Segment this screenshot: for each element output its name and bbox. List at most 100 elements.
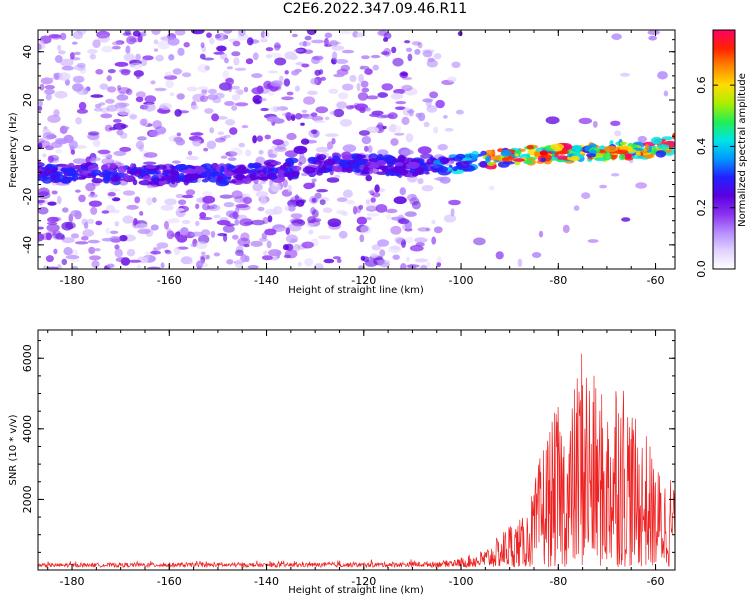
heatmap-noise-cell: [252, 182, 263, 192]
heatmap-noise-cell: [223, 30, 233, 34]
heatmap-noise-cell: [231, 190, 243, 200]
heatmap-signal-cell: [45, 168, 51, 176]
heatmap-noise-cell: [68, 140, 78, 150]
heatmap-signal-cell: [429, 155, 434, 161]
snr-y-axis-label: SNR (10 * v/v): [8, 414, 19, 485]
heatmap-noise-cell: [235, 203, 249, 208]
heatmap-noise-cell: [237, 205, 251, 211]
heatmap-noise-cell: [223, 134, 231, 138]
spectrogram-x-axis-label: Height of straight line (km): [288, 285, 424, 296]
heatmap-noise-cell: [82, 87, 89, 95]
heatmap-noise-cell: [105, 227, 110, 235]
heatmap-noise-cell: [192, 93, 205, 103]
heatmap-noise-cell: [65, 221, 76, 230]
heatmap-noise-cell: [197, 86, 209, 90]
heatmap-noise-cell: [232, 234, 239, 240]
heatmap-noise-cell: [423, 121, 430, 128]
heatmap-noise-cell: [81, 236, 89, 241]
heatmap-noise-cell: [358, 130, 370, 136]
heatmap-noise-cell: [296, 199, 305, 207]
heatmap-signal-cell: [480, 150, 487, 156]
heatmap-noise-cell: [88, 246, 96, 255]
heatmap-noise-cell: [358, 265, 365, 269]
heatmap-noise-cell: [135, 140, 144, 150]
heatmap-noise-cell: [422, 50, 433, 58]
heatmap-noise-cell: [386, 213, 392, 220]
heatmap-noise-cell: [286, 91, 294, 96]
heatmap-noise-cell: [329, 111, 336, 115]
heatmap-noise-cell: [414, 48, 421, 55]
heatmap-noise-cell: [146, 197, 153, 206]
heatmap-noise-cell: [145, 228, 154, 237]
y-tick-label: -40: [21, 236, 34, 254]
heatmap-noise-cell: [190, 132, 204, 136]
heatmap-noise-cell: [324, 116, 330, 121]
heatmap-signal-cell: [226, 164, 236, 170]
y-tick-label: 2000: [21, 485, 34, 513]
heatmap-noise-cell: [265, 47, 274, 52]
heatmap-signal-cell: [179, 172, 185, 179]
heatmap-noise-cell: [124, 30, 131, 35]
heatmap-noise-cell: [106, 76, 111, 80]
heatmap-noise-cell: [303, 182, 314, 190]
heatmap-noise-cell: [99, 83, 109, 90]
spectrogram-frame: [37, 29, 676, 270]
heatmap-noise-cell: [140, 58, 147, 67]
heatmap-noise-cell: [176, 93, 185, 100]
heatmap-noise-cell: [431, 219, 436, 225]
heatmap-noise-cell: [204, 108, 214, 114]
heatmap-noise-cell: [267, 215, 273, 223]
heatmap-noise-cell: [517, 258, 523, 268]
heatmap-noise-cell: [431, 236, 437, 245]
heatmap-noise-cell: [153, 247, 161, 251]
heatmap-noise-cell: [304, 258, 314, 267]
heatmap-signal-cell: [358, 158, 367, 165]
heatmap-noise-cell: [358, 73, 364, 83]
heatmap-noise-cell: [145, 251, 150, 259]
heatmap-noise-cell: [44, 85, 55, 90]
heatmap-noise-cell: [151, 197, 157, 203]
heatmap-noise-cell: [209, 37, 215, 45]
heatmap-noise-cell: [70, 149, 76, 155]
heatmap-noise-cell: [332, 51, 338, 61]
heatmap-noise-cell: [388, 124, 402, 133]
heatmap-noise-cell: [301, 63, 310, 68]
heatmap-noise-cell: [85, 182, 96, 192]
heatmap-noise-cell: [298, 161, 303, 166]
heatmap-noise-cell: [379, 262, 390, 268]
heatmap-noise-cell: [365, 199, 371, 205]
heatmap-noise-cell: [663, 90, 669, 97]
heatmap-noise-cell: [379, 249, 386, 257]
heatmap-noise-cell: [488, 185, 495, 191]
x-tick-label: -80: [549, 274, 567, 287]
heatmap-noise-cell: [227, 157, 237, 162]
heatmap-noise-cell: [331, 45, 345, 51]
heatmap-noise-cell: [361, 87, 370, 93]
heatmap-noise-cell: [287, 205, 296, 212]
heatmap-noise-cell: [234, 218, 239, 226]
heatmap-noise-cell: [58, 50, 66, 55]
heatmap-noise-cell: [270, 52, 282, 58]
heatmap-signal-cell: [249, 172, 260, 181]
heatmap-noise-cell: [581, 192, 591, 200]
spectrogram-ticks: -180 -160 -140 -120 -100 -80 -60 -40 -20 0 20 40: [21, 30, 675, 287]
heatmap-signal-cell: [594, 157, 606, 162]
heatmap-noise-cell: [129, 62, 143, 69]
heatmap-noise-cell: [409, 197, 420, 206]
heatmap-noise-cell: [76, 62, 86, 68]
heatmap-signal-cell: [117, 166, 127, 174]
heatmap-noise-cell: [356, 205, 362, 214]
heatmap-signal-cell: [463, 157, 472, 161]
heatmap-noise-cell: [168, 54, 175, 61]
heatmap-signal-cell: [38, 162, 45, 166]
heatmap-noise-cell: [610, 173, 620, 177]
heatmap-signal-cell: [368, 164, 380, 169]
heatmap-noise-cell: [364, 145, 369, 152]
heatmap-signal-cell: [376, 160, 387, 166]
heatmap-signal-cell: [133, 169, 143, 177]
heatmap-noise-cell: [227, 83, 233, 92]
heatmap-noise-cell: [264, 134, 271, 140]
heatmap-noise-cell: [318, 69, 324, 75]
heatmap-signal-cell: [220, 165, 225, 172]
heatmap-noise-cell: [314, 263, 324, 269]
